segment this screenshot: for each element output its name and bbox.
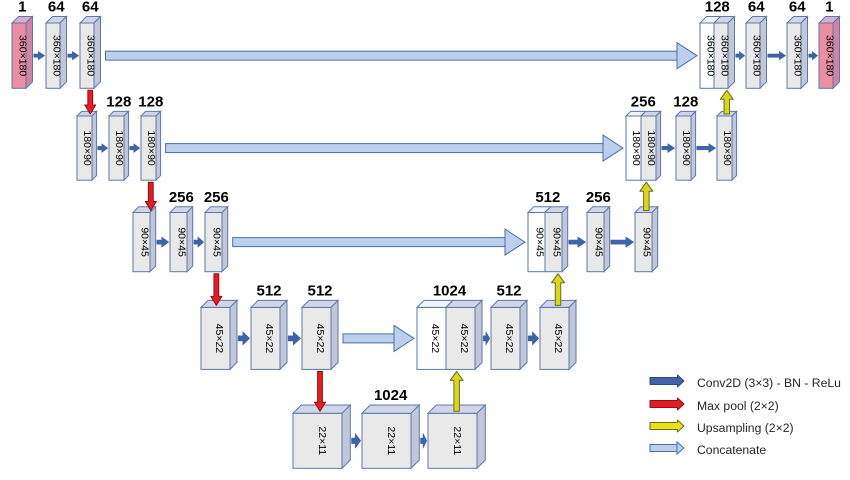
svg-text:64: 64 xyxy=(748,0,765,16)
svg-text:45×22: 45×22 xyxy=(458,324,470,354)
svg-text:64: 64 xyxy=(48,0,65,16)
svg-text:360×180: 360×180 xyxy=(823,35,835,76)
svg-text:45×22: 45×22 xyxy=(429,324,441,354)
svg-text:Conv2D (3×3) - BN - ReLu: Conv2D (3×3) - BN - ReLu xyxy=(697,376,841,390)
svg-text:360×180: 360×180 xyxy=(16,35,28,76)
svg-text:45×22: 45×22 xyxy=(213,324,225,354)
svg-text:1: 1 xyxy=(825,0,833,16)
svg-text:128: 128 xyxy=(106,93,131,110)
svg-text:360×180: 360×180 xyxy=(791,35,803,76)
svg-text:1024: 1024 xyxy=(374,387,408,404)
svg-text:Upsampling (2×2): Upsampling (2×2) xyxy=(697,421,794,435)
svg-text:64: 64 xyxy=(82,0,99,16)
svg-text:1: 1 xyxy=(18,0,26,16)
svg-text:360×180: 360×180 xyxy=(704,35,716,76)
svg-text:180×90: 180×90 xyxy=(721,130,733,165)
svg-text:45×22: 45×22 xyxy=(314,324,326,354)
svg-text:90×45: 90×45 xyxy=(176,227,188,257)
svg-text:512: 512 xyxy=(535,189,560,206)
svg-text:360×180: 360×180 xyxy=(84,35,96,76)
svg-text:45×22: 45×22 xyxy=(263,324,275,354)
svg-text:128: 128 xyxy=(673,93,698,110)
svg-text:512: 512 xyxy=(307,282,332,299)
svg-text:512: 512 xyxy=(256,282,281,299)
svg-text:90×45: 90×45 xyxy=(551,227,563,257)
svg-text:90×45: 90×45 xyxy=(211,227,223,257)
svg-text:180×90: 180×90 xyxy=(645,130,657,165)
svg-text:256: 256 xyxy=(631,93,656,110)
svg-text:360×180: 360×180 xyxy=(718,35,730,76)
svg-text:90×45: 90×45 xyxy=(641,227,653,257)
svg-text:180×90: 180×90 xyxy=(113,130,125,165)
svg-text:64: 64 xyxy=(789,0,806,16)
svg-text:22×11: 22×11 xyxy=(451,426,463,455)
svg-text:Max pool (2×2): Max pool (2×2) xyxy=(697,399,779,413)
svg-text:22×11: 22×11 xyxy=(316,426,328,455)
svg-text:256: 256 xyxy=(204,189,229,206)
svg-text:180×90: 180×90 xyxy=(145,130,157,165)
svg-text:180×90: 180×90 xyxy=(630,130,642,165)
svg-text:512: 512 xyxy=(496,282,521,299)
svg-text:128: 128 xyxy=(705,0,730,16)
svg-text:Concatenate: Concatenate xyxy=(697,443,766,457)
svg-text:22×11: 22×11 xyxy=(385,426,397,455)
svg-text:256: 256 xyxy=(586,189,611,206)
svg-text:128: 128 xyxy=(138,93,163,110)
svg-text:360×180: 360×180 xyxy=(750,35,762,76)
svg-text:90×45: 90×45 xyxy=(139,227,151,257)
svg-text:180×90: 180×90 xyxy=(680,130,692,165)
svg-text:90×45: 90×45 xyxy=(534,227,546,257)
svg-text:45×22: 45×22 xyxy=(552,324,564,354)
svg-text:256: 256 xyxy=(169,189,194,206)
svg-text:1024: 1024 xyxy=(433,282,467,299)
svg-text:180×90: 180×90 xyxy=(81,130,93,165)
svg-text:45×22: 45×22 xyxy=(503,324,515,354)
svg-text:90×45: 90×45 xyxy=(593,227,605,257)
svg-text:360×180: 360×180 xyxy=(50,35,62,76)
